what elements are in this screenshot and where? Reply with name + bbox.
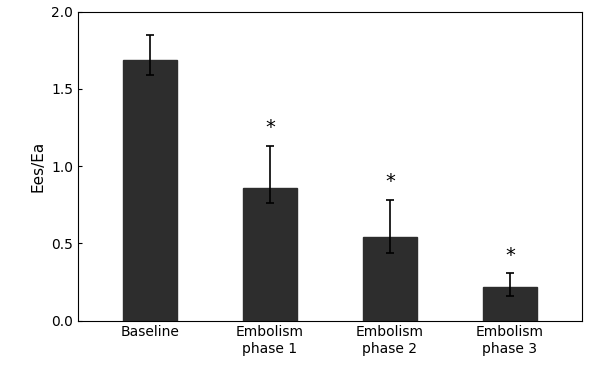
Bar — [483, 287, 537, 321]
Bar — [123, 59, 177, 321]
Bar — [243, 188, 297, 321]
Bar — [363, 237, 417, 321]
Text: *: * — [505, 246, 515, 265]
Text: *: * — [385, 172, 395, 191]
Text: *: * — [265, 118, 275, 137]
Y-axis label: Ees/Ea: Ees/Ea — [31, 140, 46, 192]
